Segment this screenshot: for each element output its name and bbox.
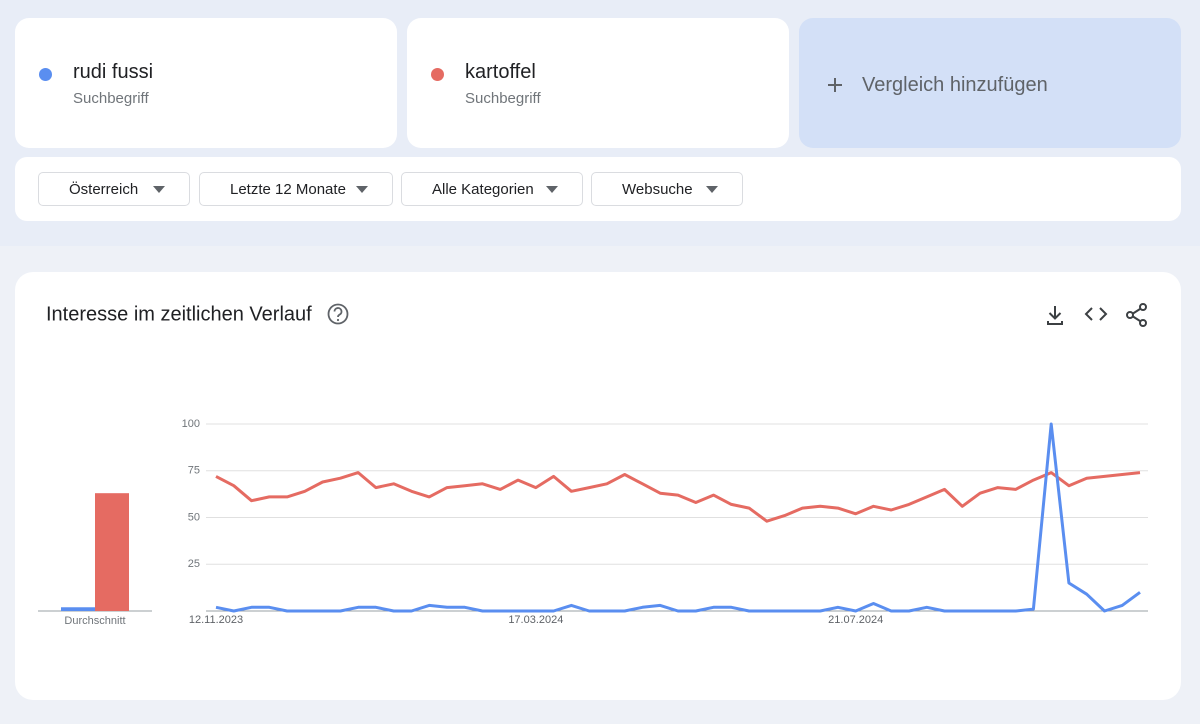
filter-dropdown[interactable]: Letzte 12 Monate: [199, 172, 393, 206]
term-name: kartoffel: [465, 61, 536, 83]
y-tick-label: 100: [182, 418, 200, 430]
series-line: [215, 422, 1141, 613]
x-tick-label: 21.07.2024: [828, 614, 883, 626]
filter-bar: Österreich Letzte 12 Monate Alle Kategor…: [15, 157, 1181, 221]
term-dot: [39, 68, 52, 81]
y-tick-label: 75: [188, 465, 200, 477]
add-compare[interactable]: Vergleich hinzufügen: [799, 18, 1181, 148]
average-bar: [95, 493, 129, 611]
plus-icon: [828, 78, 842, 92]
average-bar: [61, 607, 95, 611]
filter-dropdown[interactable]: Alle Kategorien: [401, 172, 583, 206]
term-dot: [431, 68, 444, 81]
term-type: Suchbegriff: [465, 90, 541, 107]
help-icon[interactable]: [327, 303, 349, 325]
term-card[interactable]: rudi fussi Suchbegriff: [15, 18, 397, 148]
embed-icon[interactable]: [1084, 307, 1108, 321]
filter-label: Alle Kategorien: [432, 181, 534, 198]
y-tick-label: 25: [188, 558, 200, 570]
filter-dropdown[interactable]: Österreich: [38, 172, 190, 206]
filter-dropdown[interactable]: Websuche: [591, 172, 743, 206]
x-tick-label: 12.11.2023: [189, 614, 243, 626]
filter-label: Österreich: [69, 181, 139, 198]
filter-label: Letzte 12 Monate: [230, 181, 346, 198]
add-compare-label: Vergleich hinzufügen: [862, 74, 1048, 96]
y-tick-label: 50: [188, 511, 200, 523]
chart-title: Interesse im zeitlichen Verlauf: [46, 303, 312, 325]
series-line: [215, 471, 1141, 523]
x-tick-label: 17.03.2024: [508, 614, 563, 626]
term-card[interactable]: kartoffel Suchbegriff: [407, 18, 789, 148]
average-label: Durchschnitt: [64, 615, 125, 627]
filter-label: Websuche: [622, 181, 693, 198]
term-type: Suchbegriff: [73, 90, 149, 107]
share-icon[interactable]: [1126, 303, 1147, 327]
download-icon[interactable]: [1047, 306, 1063, 325]
term-name: rudi fussi: [73, 61, 154, 83]
